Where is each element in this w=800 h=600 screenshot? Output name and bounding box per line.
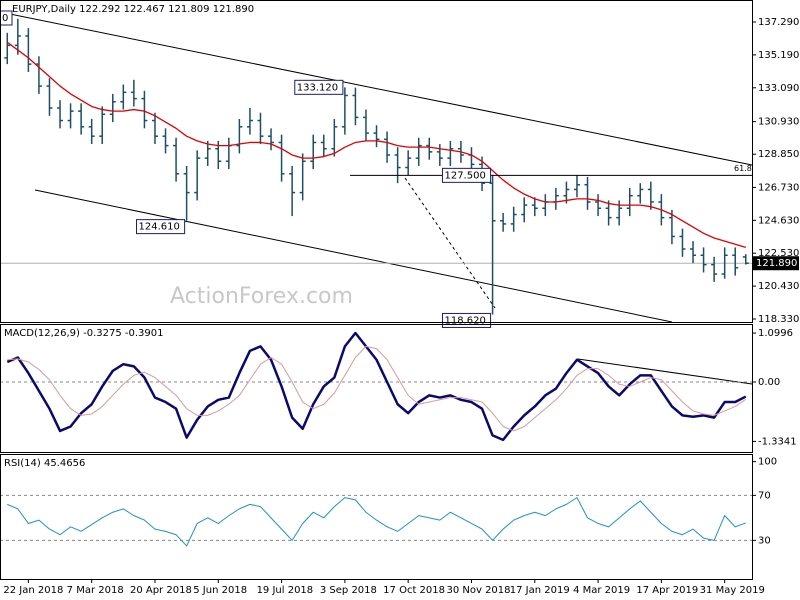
- x-tick-label: 3 Sep 2018: [320, 585, 377, 596]
- trend-line: [34, 189, 673, 323]
- y-tick-label: 128.850: [758, 149, 799, 160]
- series-line: [7, 345, 747, 432]
- y-tick-label: 1.0996: [758, 328, 793, 339]
- plot: 137.290 135.190 133.090 130.930 128.850 126.7…: [0, 17, 799, 596]
- y-tick-label: 118.330: [758, 314, 799, 325]
- y-tick-label: 100: [758, 457, 777, 468]
- price-tag-label: 121.890: [756, 258, 797, 269]
- series-line: [6, 41, 746, 249]
- annotation-label: 133.120: [297, 82, 338, 93]
- panel-frame: [0, 324, 753, 453]
- annotation-label: 118.620: [444, 315, 485, 326]
- chart-title: EURJPY,Daily 122.292 122.467 121.809 121…: [12, 4, 254, 15]
- macd-title: MACD(12,26,9) -0.3275 -0.3901: [4, 328, 164, 339]
- y-tick-label: 0.00: [758, 377, 780, 388]
- y-tick-label: 130.930: [758, 117, 799, 128]
- trend-line: [404, 177, 496, 309]
- y-tick-label: 70: [758, 490, 771, 501]
- x-tick-label: 4 Mar 2019: [573, 585, 630, 596]
- series-line: [6, 331, 747, 442]
- x-tick-label: 22 Jan 2018: [3, 585, 63, 596]
- x-tick-label: 30 Nov 2018: [446, 585, 510, 596]
- annotation-label: 127.500: [444, 170, 485, 181]
- rsi-title: RSI(14) 45.4656: [4, 458, 85, 469]
- annotation-box: [441, 312, 492, 328]
- level-label: 61.8: [734, 164, 752, 173]
- corner-box: [0, 10, 13, 26]
- corner-label: 0: [2, 13, 8, 24]
- annotation-label: 124.610: [139, 222, 180, 233]
- annotation-box: [136, 219, 186, 235]
- y-tick-label: -1.3341: [758, 436, 797, 447]
- watermark: ActionForex.com: [170, 284, 353, 309]
- series-line: [7, 497, 746, 547]
- panel-frame: [0, 0, 753, 323]
- trend-line: [577, 358, 753, 385]
- x-tick-label: 7 Mar 2018: [67, 585, 124, 596]
- x-tick-label: 17 Apr 2019: [636, 585, 698, 596]
- trend-line: [0, 11, 753, 166]
- x-tick-label: 5 Jun 2018: [193, 585, 247, 596]
- x-tick-label: 31 May 2019: [700, 585, 765, 596]
- y-tick-label: 135.190: [758, 50, 799, 61]
- x-tick-label: 17 Jan 2019: [510, 585, 570, 596]
- x-tick-label: 19 Jul 2018: [257, 585, 314, 596]
- annotation-box: [441, 167, 492, 183]
- y-tick-label: 137.290: [758, 17, 799, 28]
- y-tick-label: 126.730: [758, 182, 799, 193]
- y-tick-label: 122.530: [758, 248, 799, 259]
- panel-frame: [0, 454, 753, 580]
- y-tick-label: 30: [758, 535, 771, 546]
- y-tick-label: 120.430: [758, 281, 799, 292]
- x-tick-label: 17 Oct 2018: [383, 585, 445, 596]
- x-tick-label: 20 Apr 2018: [130, 585, 192, 596]
- price-tag: [753, 256, 799, 271]
- annotation-box: [294, 79, 344, 95]
- y-tick-label: 133.090: [758, 83, 799, 94]
- y-tick-label: 124.630: [758, 215, 799, 226]
